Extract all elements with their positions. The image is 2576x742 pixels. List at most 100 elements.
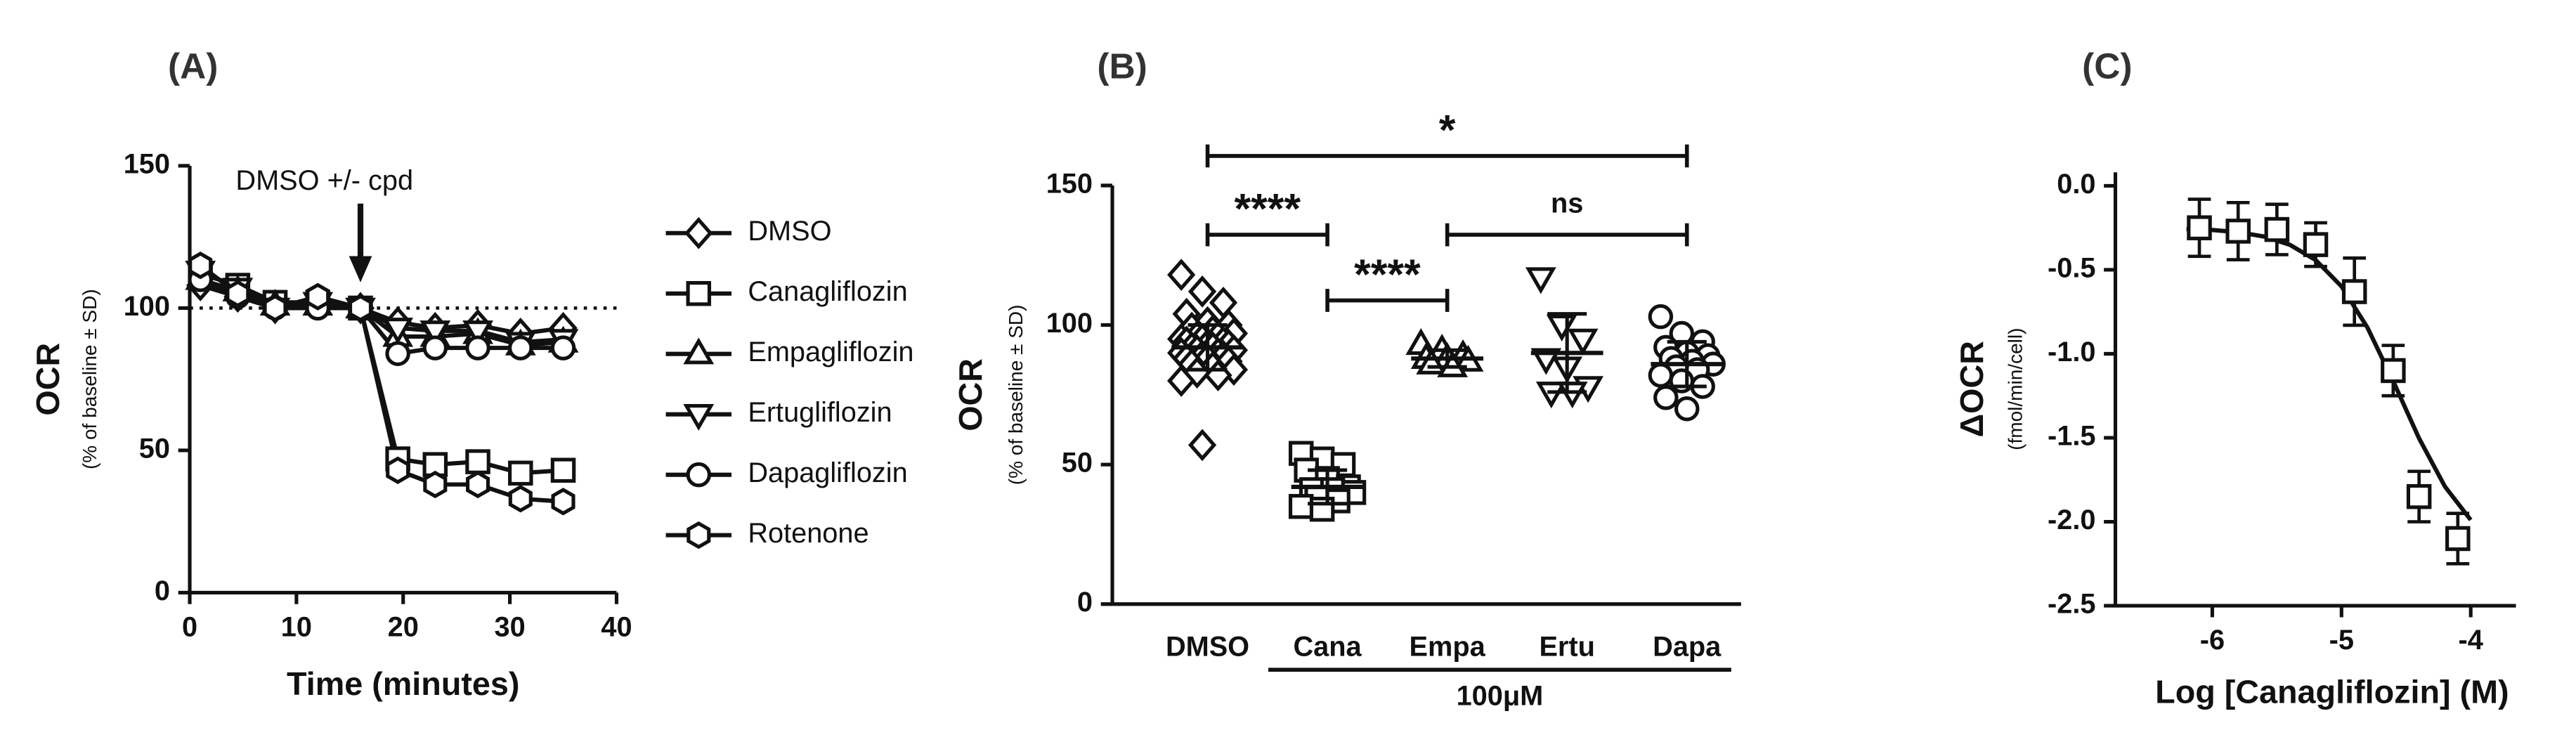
sd-bar [1427,348,1467,369]
y-tick-label: -2.5 [2048,589,2095,620]
y-tick-label: -0.5 [2048,252,2095,283]
sd-bar [1308,468,1348,506]
x-tick-label: DMSO [1166,631,1249,662]
marker [1535,382,1567,409]
legend-label: Empagliflozin [748,337,913,367]
legend-marker [687,521,711,549]
marker [466,470,490,499]
marker [2187,215,2212,240]
marker [263,294,287,323]
marker [423,470,448,499]
series-line [199,269,564,345]
marker [1167,365,1196,397]
marker [1167,259,1196,291]
marker [1648,304,1674,330]
legend-label: DMSO [748,216,831,247]
legend-marker [683,337,715,365]
x-axis-label: Log [Canagliflozin] (M) [2155,674,2509,710]
legend-marker [686,462,712,488]
marker [2406,483,2432,509]
x-tick-label: Cana [1294,631,1362,662]
panel-title: (B) [1097,46,1147,86]
marker [550,457,576,483]
marker [2445,526,2471,552]
y-axis-sublabel: (% of baseline ± SD) [79,289,100,469]
y-axis-label: ΔOCR [1953,341,1990,437]
marker [422,335,448,360]
y-tick-label: 0 [155,575,170,606]
legend-marker [684,216,713,249]
marker [1530,348,1562,375]
annotation: DMSO +/- cpd [235,165,413,196]
y-tick-label: 0 [1077,587,1093,618]
marker [465,335,490,360]
marker [462,320,493,348]
marker [508,485,533,513]
x-tick-label: 10 [281,611,312,642]
marker [348,294,373,323]
significance-label: * [1439,105,1456,153]
x-tick-label: -4 [2459,625,2483,656]
y-tick-label: 50 [1062,448,1093,479]
significance-bracket [1445,223,1689,247]
marker [1674,396,1700,422]
x-tick-label: -5 [2329,625,2354,656]
marker [1546,314,1578,341]
x-tick-label: 40 [601,611,632,642]
marker [1525,267,1556,294]
significance-label: ns [1551,188,1583,219]
y-tick-label: -1.5 [2048,421,2095,452]
marker [1309,496,1335,522]
marker [1188,429,1217,462]
group-label: 100μM [1457,680,1544,711]
marker [508,460,533,486]
x-tick-label: 30 [495,611,526,642]
marker [2381,358,2406,384]
x-tick-label: Empa [1410,631,1486,662]
y-tick-label: 0.0 [2057,169,2095,200]
series-line [199,263,564,504]
significance-label: **** [1235,184,1301,232]
x-tick-label: Ertu [1539,631,1594,662]
marker [1209,286,1238,319]
y-tick-label: 50 [139,433,170,464]
marker [226,280,250,308]
marker [465,449,490,474]
legend-label: Ertugliflozin [748,397,892,428]
marker [1188,275,1217,308]
marker [551,488,575,516]
marker [385,341,410,366]
marker [2341,279,2367,304]
x-tick-label: 20 [388,611,419,642]
legend-label: Canagliflozin [748,276,907,307]
y-tick-label: -2.0 [2048,505,2095,535]
marker [1556,382,1588,409]
marker [1648,363,1674,388]
y-axis-sublabel: (fmol/min/cell) [2005,328,2027,450]
y-tick-label: 150 [124,148,170,179]
marker [1567,328,1599,356]
y-axis-label: OCR [952,358,989,431]
sd-bar [1667,339,1707,389]
annotation-arrowhead [349,256,372,282]
panel-title: (A) [168,46,218,86]
sd-bar [1188,323,1228,372]
panel-title: (C) [2082,46,2132,86]
marker [550,335,576,360]
marker [1288,493,1314,519]
marker [508,335,533,360]
legend-marker [686,280,712,306]
fit-curve [2186,226,2473,521]
significance-bracket [1205,144,1689,168]
y-tick-label: 100 [124,291,170,322]
legend-marker [683,403,715,431]
marker [386,456,410,484]
x-tick-label: 0 [182,611,197,642]
y-axis-label: OCR [30,343,66,416]
marker [382,318,414,345]
y-tick-label: -1.0 [2048,337,2095,367]
x-tick-label: -6 [2200,625,2225,656]
marker [2264,216,2290,242]
y-tick-label: 100 [1046,308,1093,339]
marker [188,252,213,280]
